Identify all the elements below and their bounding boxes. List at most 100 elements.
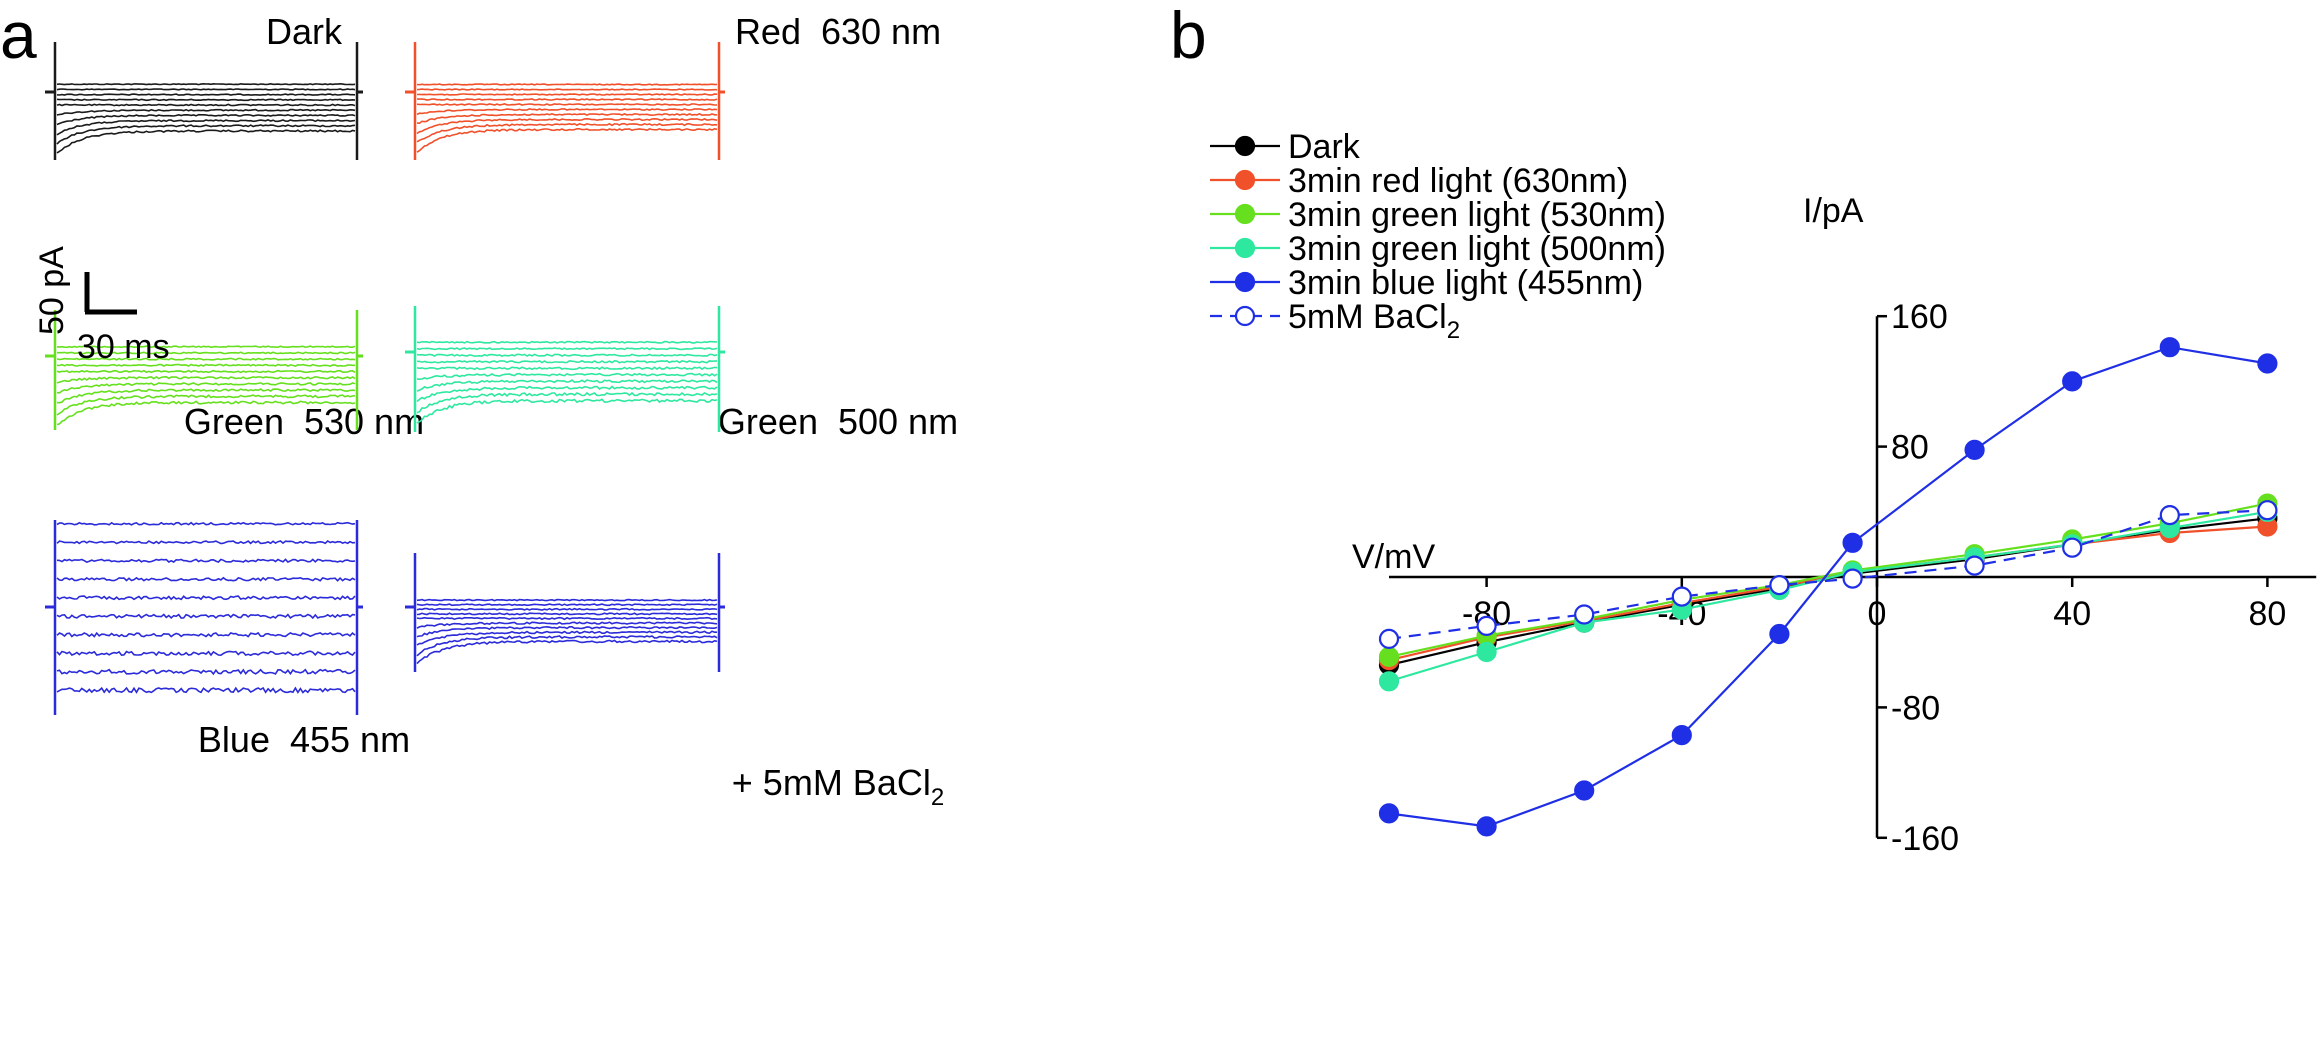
- trace-sweep: [416, 88, 717, 91]
- trace-sweep: [416, 340, 718, 344]
- trace-sweep: [416, 103, 717, 106]
- trace-sweep: [56, 686, 356, 694]
- data-point: [2159, 504, 2180, 526]
- trace-sweep: [416, 598, 718, 602]
- trace-sweep: [56, 129, 356, 154]
- data-point: [1574, 604, 1595, 625]
- legend-label: 5mM BaCl2: [1288, 298, 1460, 344]
- trace-sweep: [56, 540, 356, 545]
- y-tick-label: 80: [1891, 429, 1929, 467]
- data-point: [2159, 337, 2180, 358]
- y-axis-label: I/pA: [1803, 192, 1864, 230]
- trace-group-blue-455: [45, 520, 363, 715]
- trace-sweep: [56, 631, 356, 638]
- trace-sweep: [416, 385, 718, 403]
- data-point: [1769, 574, 1790, 596]
- series-line: [1388, 517, 2268, 667]
- legend-label-text: 5mM BaCl: [1288, 298, 1447, 336]
- trace-sweep: [416, 635, 718, 657]
- trace-sweep: [416, 607, 718, 611]
- trace-sweep: [56, 369, 356, 374]
- legend-label-text: 3min green light (530nm): [1288, 196, 1666, 234]
- y-tick-label: -80: [1891, 689, 1940, 727]
- trace-sweep: [56, 668, 356, 676]
- legend-marker: [1234, 237, 1256, 259]
- trace-title-dark: Dark: [266, 11, 343, 52]
- trace-sweep: [416, 108, 718, 116]
- trace-sweep: [56, 113, 356, 126]
- trace-sweep: [56, 388, 356, 404]
- legend-item: 3min red light (630nm): [1210, 162, 1628, 200]
- trace-title-blue-455: Blue 455 nm: [198, 719, 410, 760]
- trace-sweep: [417, 98, 718, 101]
- trace-sweep: [416, 621, 718, 629]
- trace-sweep: [56, 576, 356, 582]
- trace-sweep: [56, 558, 356, 564]
- legend-label-sub: 2: [1447, 317, 1460, 344]
- series-3: [1378, 501, 2278, 692]
- trace-sweep: [56, 119, 356, 136]
- trace-sweep: [56, 650, 356, 657]
- series-line: [1388, 509, 2268, 640]
- legend-label: 3min blue light (455nm): [1288, 264, 1643, 302]
- data-point: [2257, 500, 2278, 521]
- trace-sweep: [416, 398, 718, 424]
- trace-sweep: [56, 124, 356, 145]
- scale-bar-time-label: 30 ms: [77, 328, 170, 366]
- legend-marker: [1234, 135, 1256, 157]
- legend-item: 3min green light (530nm): [1210, 196, 1666, 234]
- data-point: [2062, 371, 2083, 392]
- trace-title-red-630: Red 630 nm: [735, 11, 941, 52]
- trace-sweep: [56, 394, 356, 416]
- x-tick-label: 40: [2053, 595, 2091, 633]
- trace-sweep: [56, 521, 356, 526]
- data-point: [1842, 532, 1863, 553]
- data-point: [1476, 615, 1497, 637]
- legend-item: 5mM BaCl2: [1210, 298, 1460, 344]
- trace-sweep: [416, 625, 718, 638]
- trace-sweep: [56, 400, 356, 426]
- data-point: [1476, 816, 1497, 837]
- series-line: [1388, 525, 2268, 662]
- legend-label-text: 3min green light (500nm): [1288, 230, 1666, 268]
- trace-sweep: [56, 595, 356, 601]
- legend-item: 3min blue light (455nm): [1210, 264, 1643, 302]
- legend-item: 3min green light (500nm): [1210, 230, 1666, 268]
- trace-sweep: [56, 98, 356, 102]
- legend-marker: [1234, 169, 1256, 191]
- trace-sweep: [416, 372, 718, 381]
- trace-group-dark: [45, 42, 363, 160]
- trace-sweep: [416, 83, 718, 86]
- data-point: [1769, 623, 1790, 645]
- data-point: [1378, 671, 1400, 692]
- trace-title-green-500: Green 500 nm: [718, 401, 958, 442]
- trace-sweep: [56, 108, 356, 116]
- trace-sweep: [416, 603, 718, 607]
- trace-title-green-530: Green 530 nm: [184, 401, 424, 442]
- trace-sweep: [56, 363, 355, 368]
- y-tick-label: 160: [1891, 298, 1948, 336]
- x-axis-label: V/mV: [1352, 538, 1435, 576]
- scale-bar: 50 pA 30 ms: [33, 246, 170, 366]
- series-0: [1378, 508, 2278, 676]
- legend-label: 3min green light (530nm): [1288, 196, 1666, 234]
- trace-sweep: [56, 103, 356, 107]
- data-point: [1964, 555, 1985, 576]
- data-point: [1378, 803, 1400, 824]
- legend-marker: [1234, 203, 1256, 225]
- scale-bar-current-label: 50 pA: [33, 246, 71, 335]
- trace-sweep: [56, 345, 356, 349]
- trace-sweep: [416, 391, 718, 414]
- trace-sweep: [416, 366, 718, 371]
- data-point: [1671, 586, 1692, 607]
- x-tick-label: 80: [2248, 595, 2286, 633]
- trace-sweep: [416, 379, 718, 392]
- trace-sweep: [416, 639, 718, 665]
- panel-b-letter: b: [1170, 0, 1207, 72]
- trace-group-red-630: [405, 42, 725, 160]
- legend-label: 3min red light (630nm): [1288, 162, 1628, 200]
- trace-group-bacl2: [405, 553, 725, 672]
- series-5: [1378, 500, 2278, 650]
